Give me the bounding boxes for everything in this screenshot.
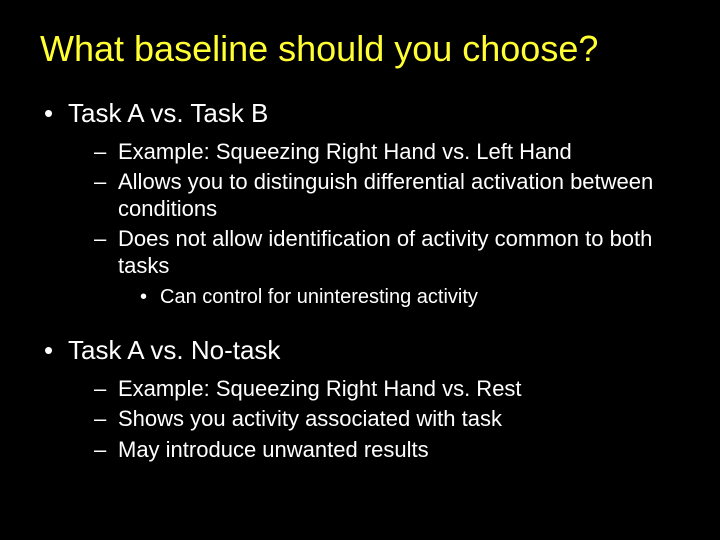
bullet-section1-heading: Task A vs. Task B [40, 98, 680, 129]
bullet-section1-sub3: Does not allow identification of activit… [40, 226, 680, 279]
section-spacer [40, 313, 680, 335]
slide-title: What baseline should you choose? [40, 28, 680, 70]
bullet-section2-heading: Task A vs. No-task [40, 335, 680, 366]
bullet-section2-sub3: May introduce unwanted results [40, 437, 680, 463]
slide-container: What baseline should you choose? Task A … [0, 0, 720, 540]
bullet-section1-subsub1: Can control for uninteresting activity [40, 285, 680, 309]
bullet-section1-sub1: Example: Squeezing Right Hand vs. Left H… [40, 139, 680, 165]
bullet-section2-sub1: Example: Squeezing Right Hand vs. Rest [40, 376, 680, 402]
bullet-section1-sub2: Allows you to distinguish differential a… [40, 169, 680, 222]
bullet-section2-sub2: Shows you activity associated with task [40, 406, 680, 432]
